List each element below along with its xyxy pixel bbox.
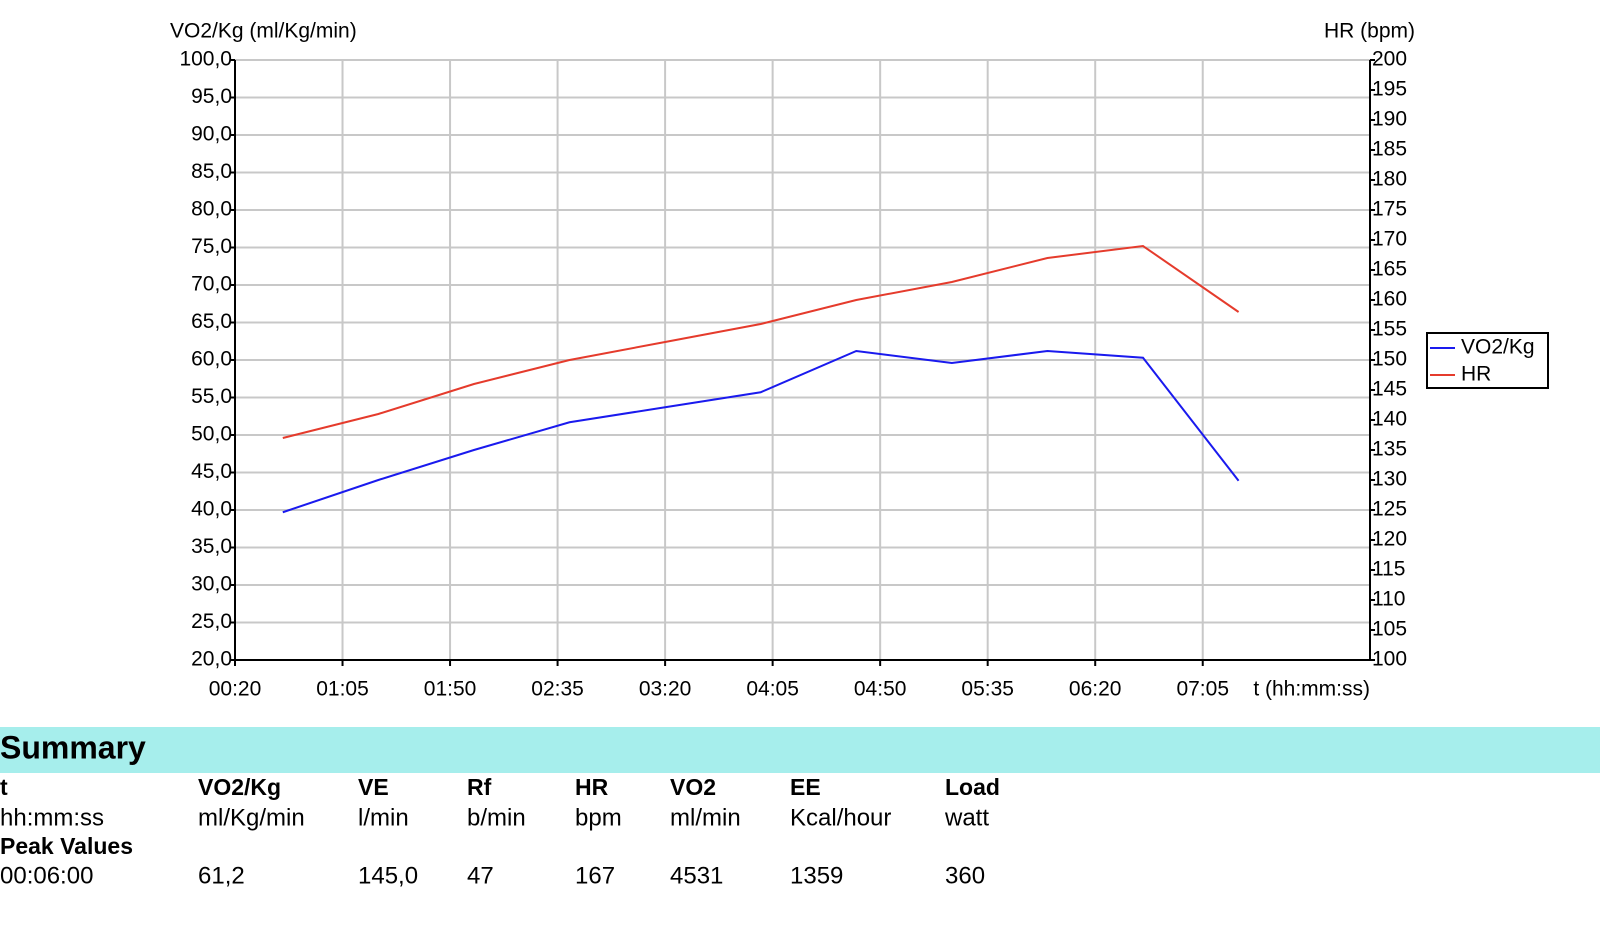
column-name: Rf <box>467 774 492 800</box>
y2-tick-label: 195 <box>1372 78 1407 101</box>
legend-box <box>1426 332 1549 389</box>
y-tick-label: 85,0 <box>191 160 232 183</box>
column-name: Load <box>945 774 1000 800</box>
cell-value: 61,2 <box>198 862 245 889</box>
y2-tick-label: 115 <box>1372 558 1405 581</box>
y2-tick-label: 160 <box>1372 288 1407 311</box>
y2-tick-label: 140 <box>1372 408 1407 431</box>
y-tick-label: 60,0 <box>191 348 232 371</box>
y-tick-label: 75,0 <box>191 235 232 258</box>
column-unit: b/min <box>467 804 526 831</box>
x-tick-label: 04:05 <box>746 678 799 701</box>
x-axis-title: t (hh:mm:ss) <box>1253 678 1370 701</box>
x-tick-label: 05:35 <box>961 678 1014 701</box>
x-tick-label: 00:20 <box>209 678 262 701</box>
cell-value: 00:06:00 <box>0 862 93 889</box>
series-line <box>282 244 1240 439</box>
x-tick-label: 07:05 <box>1176 678 1229 701</box>
y2-tick-label: 125 <box>1372 498 1407 521</box>
x-tick-label: 04:50 <box>854 678 907 701</box>
y2-tick-label: 150 <box>1372 348 1407 371</box>
y2-tick-label: 135 <box>1372 438 1407 461</box>
x-tick-label: 01:05 <box>316 678 369 701</box>
y-tick-label: 90,0 <box>191 123 232 146</box>
y-tick-label: 40,0 <box>191 498 232 521</box>
y-tick-label: 70,0 <box>191 273 232 296</box>
y-tick-label: 30,0 <box>191 573 232 596</box>
y2-tick-label: 100 <box>1372 648 1407 671</box>
y2-tick-label: 110 <box>1372 588 1405 611</box>
y-tick-label: 100,0 <box>179 48 232 71</box>
x-tick-label: 02:35 <box>531 678 584 701</box>
legend-label: HR <box>1461 363 1491 386</box>
cell-value: 167 <box>575 862 615 889</box>
column-unit: ml/Kg/min <box>198 804 305 831</box>
y2-tick-label: 180 <box>1372 168 1407 191</box>
y-tick-label: 50,0 <box>191 423 232 446</box>
y-tick-label: 65,0 <box>191 310 232 333</box>
column-unit: ml/min <box>670 804 741 831</box>
column-name: HR <box>575 774 609 800</box>
column-name: t <box>0 774 8 800</box>
y2-axis-title: HR (bpm) <box>1324 20 1415 43</box>
y2-tick-label: 200 <box>1372 48 1407 71</box>
cell-value: 360 <box>945 862 985 889</box>
x-tick-label: 03:20 <box>639 678 692 701</box>
y-tick-label: 35,0 <box>191 535 232 558</box>
column-unit: watt <box>944 804 989 831</box>
column-name: VE <box>358 774 389 800</box>
y2-tick-label: 105 <box>1372 618 1407 641</box>
summary-title: Summary <box>0 729 146 765</box>
column-name: EE <box>790 774 821 800</box>
summary-bar <box>0 727 1600 773</box>
y-axis-title: VO2/Kg (ml/Kg/min) <box>170 20 357 43</box>
cell-value: 4531 <box>670 862 723 889</box>
y2-tick-label: 165 <box>1372 258 1407 281</box>
y2-tick-label: 130 <box>1372 468 1407 491</box>
y-tick-label: 45,0 <box>191 460 232 483</box>
cell-value: 1359 <box>790 862 843 889</box>
series-line <box>282 349 1240 514</box>
y2-tick-label: 145 <box>1372 378 1407 401</box>
y2-tick-label: 120 <box>1372 528 1407 551</box>
y2-tick-label: 170 <box>1372 228 1407 251</box>
column-unit: hh:mm:ss <box>0 804 104 831</box>
y-tick-label: 95,0 <box>191 85 232 108</box>
y-tick-label: 80,0 <box>191 198 232 221</box>
cell-value: 47 <box>467 862 494 889</box>
column-unit: Kcal/hour <box>790 804 891 831</box>
cell-value: 145,0 <box>358 862 418 889</box>
y2-tick-label: 190 <box>1372 108 1407 131</box>
y-tick-label: 55,0 <box>191 385 232 408</box>
x-tick-label: 06:20 <box>1069 678 1122 701</box>
column-name: VO2 <box>670 774 716 800</box>
legend-label: VO2/Kg <box>1461 336 1535 359</box>
x-tick-label: 01:50 <box>424 678 477 701</box>
column-unit: l/min <box>358 804 409 831</box>
column-name: VO2/Kg <box>198 774 281 800</box>
column-unit: bpm <box>575 804 622 831</box>
y2-tick-label: 185 <box>1372 138 1407 161</box>
y-tick-label: 25,0 <box>191 610 232 633</box>
y-tick-label: 20,0 <box>191 648 232 671</box>
row-label: Peak Values <box>0 833 133 859</box>
y2-tick-label: 175 <box>1372 198 1407 221</box>
y2-tick-label: 155 <box>1372 318 1407 341</box>
